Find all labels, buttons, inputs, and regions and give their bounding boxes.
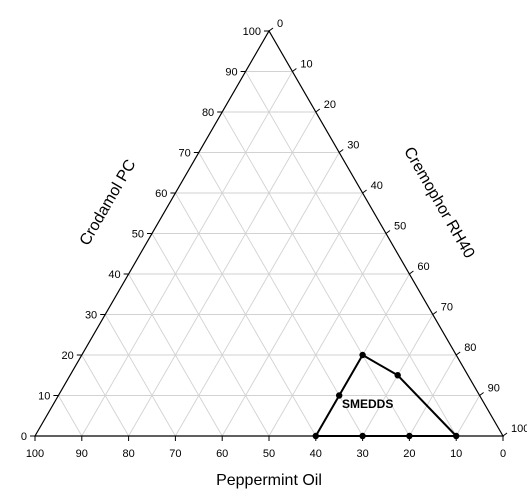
right-tick-label-10: 10 bbox=[300, 59, 312, 71]
left-tick-label-50: 50 bbox=[132, 229, 144, 241]
grid-line-oil-50 bbox=[151, 233, 270, 437]
grid-line-cremophor-10 bbox=[81, 71, 293, 437]
bottom-tick-label-30: 30 bbox=[356, 448, 368, 460]
left-tick-label-60: 60 bbox=[155, 188, 167, 200]
grid-lines bbox=[58, 71, 480, 437]
bottom-tick-label-100: 100 bbox=[26, 448, 44, 460]
smedds-region-label: SMEDDS bbox=[342, 397, 393, 411]
grid-line-oil-30 bbox=[198, 152, 363, 437]
right-tick-10 bbox=[292, 68, 297, 72]
tick-labels: 100 90 80 70 60 50 40 30 20 10 0010203040506070809… bbox=[21, 18, 527, 460]
bottom-tick-label-40: 40 bbox=[310, 448, 322, 460]
bottom-tick-label-90: 90 bbox=[76, 448, 88, 460]
left-tick-label-40: 40 bbox=[108, 269, 120, 281]
grid-line-oil-10 bbox=[245, 71, 457, 437]
right-tick-label-100: 100 bbox=[511, 423, 527, 435]
grid-line-oil-90 bbox=[58, 395, 83, 437]
left-tick-label-30: 30 bbox=[85, 310, 97, 322]
grid-line-oil-70 bbox=[104, 314, 176, 437]
left-tick-label-80: 80 bbox=[202, 107, 214, 119]
bottom-tick-label-50: 50 bbox=[263, 448, 275, 460]
right-tick-0 bbox=[268, 27, 274, 32]
right-tick-label-40: 40 bbox=[371, 180, 383, 192]
right-tick-40 bbox=[362, 189, 367, 194]
data-point-1 bbox=[312, 432, 319, 440]
right-tick-label-90: 90 bbox=[488, 383, 500, 395]
data-point-6 bbox=[359, 351, 366, 359]
grid-line-cremophor-90 bbox=[455, 395, 480, 437]
left-tick-label-10: 10 bbox=[38, 391, 50, 403]
data-point-5 bbox=[394, 372, 401, 379]
bottom-axis-title: Peppermint Oil bbox=[216, 472, 322, 489]
right-tick-60 bbox=[409, 270, 414, 275]
grid-line-cremophor-30 bbox=[175, 152, 340, 437]
right-tick-90 bbox=[479, 392, 484, 396]
bottom-tick-label-70: 70 bbox=[169, 448, 181, 460]
grid-line-oil-60 bbox=[128, 273, 223, 437]
right-tick-label-30: 30 bbox=[347, 140, 359, 152]
data-point-7 bbox=[336, 392, 343, 399]
bottom-tick-label-80: 80 bbox=[122, 448, 134, 460]
bottom-tick-label-60: 60 bbox=[216, 448, 228, 460]
right-tick-label-0: 0 bbox=[277, 18, 283, 30]
left-axis-title: Crodamol PC bbox=[77, 157, 140, 249]
left-tick-label-90: 90 bbox=[225, 67, 237, 79]
right-tick-30 bbox=[338, 149, 344, 153]
right-tick-label-80: 80 bbox=[464, 342, 476, 354]
bottom-tick-label-10: 10 bbox=[450, 448, 462, 460]
right-axis-title: Cremophor RH40 bbox=[400, 144, 477, 261]
bottom-tick-label-0: 0 bbox=[500, 448, 506, 460]
data-points bbox=[312, 351, 460, 440]
left-tick-label-70: 70 bbox=[179, 148, 191, 160]
right-tick-label-70: 70 bbox=[441, 302, 453, 314]
right-tick-100 bbox=[502, 432, 508, 437]
left-tick-label-0: 0 bbox=[21, 431, 27, 443]
right-tick-70 bbox=[432, 311, 438, 315]
grid-line-cremophor-50 bbox=[268, 233, 387, 437]
data-point-3 bbox=[406, 432, 413, 440]
left-tick-label-100: 100 bbox=[243, 26, 261, 38]
right-tick-label-50: 50 bbox=[394, 221, 406, 233]
data-point-4 bbox=[453, 432, 460, 440]
right-tick-20 bbox=[315, 108, 321, 113]
bottom-tick-label-20: 20 bbox=[403, 448, 415, 460]
right-tick-label-20: 20 bbox=[324, 99, 336, 111]
grid-line-oil-80 bbox=[81, 354, 129, 437]
smedds-region-boundary bbox=[314, 354, 458, 437]
grid-line-cremophor-80 bbox=[409, 354, 457, 437]
tick-marks bbox=[30, 27, 508, 441]
right-tick-50 bbox=[385, 230, 391, 234]
right-tick-80 bbox=[455, 351, 461, 356]
data-point-2 bbox=[359, 432, 366, 440]
left-tick-label-20: 20 bbox=[62, 350, 74, 362]
right-tick-label-60: 60 bbox=[417, 261, 429, 273]
